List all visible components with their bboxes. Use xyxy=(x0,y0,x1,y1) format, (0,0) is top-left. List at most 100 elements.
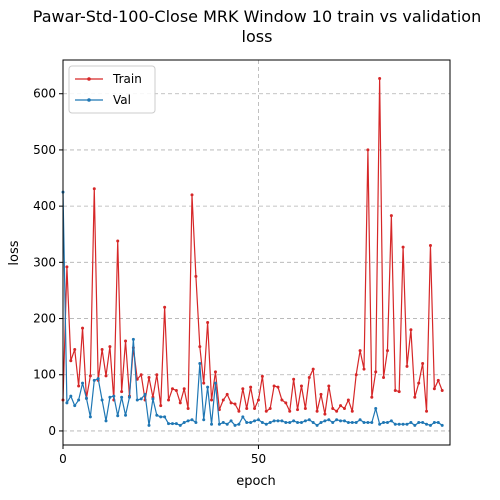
data-point xyxy=(194,274,198,278)
data-point xyxy=(378,77,382,81)
data-point xyxy=(210,422,214,426)
data-point xyxy=(198,362,202,366)
data-point xyxy=(366,148,370,152)
data-point xyxy=(358,418,362,422)
data-point xyxy=(182,387,186,391)
data-point xyxy=(143,392,147,396)
data-point xyxy=(280,419,284,423)
data-point xyxy=(346,421,350,425)
data-point xyxy=(237,409,241,413)
data-point xyxy=(284,421,288,425)
data-point xyxy=(69,359,73,363)
data-point xyxy=(241,415,245,419)
data-point xyxy=(362,367,366,371)
data-point xyxy=(73,347,77,351)
series-line xyxy=(62,77,443,415)
series-val xyxy=(61,190,444,427)
data-point xyxy=(268,406,272,410)
plot-frame xyxy=(62,59,451,446)
data-point xyxy=(268,421,272,425)
data-point xyxy=(96,377,100,381)
chart-title-line-1: Pawar-Std-100-Close MRK Window 10 train … xyxy=(33,7,481,26)
data-point xyxy=(350,421,354,425)
data-point xyxy=(233,423,237,427)
data-point xyxy=(253,419,257,423)
data-point xyxy=(319,392,323,396)
data-point xyxy=(186,406,190,410)
data-point xyxy=(190,193,194,197)
data-point xyxy=(276,385,280,389)
data-point xyxy=(397,390,401,394)
data-point xyxy=(339,419,343,423)
data-point xyxy=(436,378,440,382)
data-point xyxy=(202,418,206,422)
data-point xyxy=(198,345,202,349)
data-point xyxy=(374,370,378,374)
data-point xyxy=(77,384,81,388)
data-point xyxy=(331,421,335,425)
data-point xyxy=(190,418,194,422)
data-point xyxy=(319,421,323,425)
data-point xyxy=(284,401,288,405)
data-point xyxy=(346,398,350,402)
data-point xyxy=(303,419,307,423)
data-point xyxy=(81,381,85,385)
data-point xyxy=(210,398,214,402)
data-point xyxy=(374,406,378,410)
data-point xyxy=(194,421,198,425)
data-point xyxy=(104,419,108,423)
data-point xyxy=(421,362,425,366)
data-point xyxy=(421,421,425,425)
y-tick-label: 500 xyxy=(33,143,56,157)
data-point xyxy=(315,409,319,413)
data-point xyxy=(260,421,264,425)
series-layer xyxy=(61,77,444,427)
data-point xyxy=(288,421,292,425)
data-point xyxy=(245,406,249,410)
data-point xyxy=(139,373,143,377)
data-point xyxy=(104,374,108,378)
data-point xyxy=(307,418,311,422)
y-tick-label: 0 xyxy=(48,424,56,438)
data-point xyxy=(428,243,432,247)
data-point xyxy=(323,419,327,423)
data-point xyxy=(264,409,268,413)
data-point xyxy=(249,385,253,389)
data-point xyxy=(155,413,159,417)
data-point xyxy=(245,421,249,425)
data-point xyxy=(116,239,120,243)
data-point xyxy=(393,422,397,426)
x-tick-label: 0 xyxy=(59,452,67,466)
data-point xyxy=(147,423,151,427)
data-point xyxy=(155,373,159,377)
data-point xyxy=(77,398,81,402)
data-point xyxy=(331,406,335,410)
data-point xyxy=(81,326,85,330)
data-point xyxy=(323,412,327,416)
data-point xyxy=(366,421,370,425)
legend: Train Val xyxy=(68,65,156,114)
data-point xyxy=(292,377,296,381)
data-point xyxy=(100,347,104,351)
data-point xyxy=(303,406,307,410)
data-point xyxy=(425,422,429,426)
data-point xyxy=(370,421,374,425)
legend-label: Val xyxy=(113,93,131,107)
data-point xyxy=(428,423,432,427)
data-point xyxy=(397,422,401,426)
data-point xyxy=(296,421,300,425)
data-point xyxy=(127,395,131,399)
data-point xyxy=(389,419,393,423)
data-point xyxy=(382,376,386,380)
data-point xyxy=(307,376,311,380)
ticks: 0 100 200 300 400 500 600 0 50 xyxy=(33,87,266,466)
data-point xyxy=(92,187,96,191)
data-point xyxy=(256,418,260,422)
data-point xyxy=(182,421,186,425)
data-point xyxy=(405,422,409,426)
data-point xyxy=(280,398,284,402)
chart-title-line-2: loss xyxy=(242,27,273,46)
data-point xyxy=(354,373,358,377)
data-point xyxy=(276,419,280,423)
data-point xyxy=(206,320,210,324)
